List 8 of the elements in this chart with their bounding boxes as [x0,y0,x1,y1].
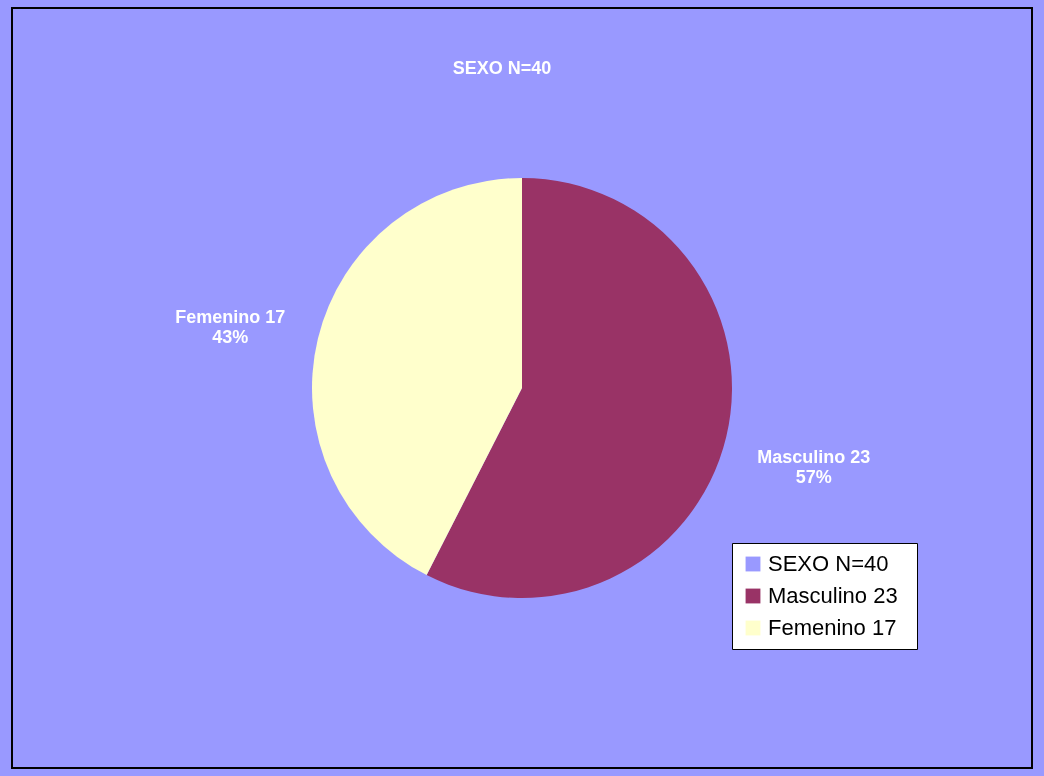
data-label: Masculino 23 57% [757,447,871,488]
data-label: Femenino 17 43% [175,306,286,347]
pie-slice [312,178,522,576]
chart-title: SEXO N=40 [452,58,552,78]
legend-label: Femenino 17 [768,615,897,640]
pie-slice [426,178,732,598]
legend-label: SEXO N=40 [768,551,889,576]
legend-label: Masculino 23 [768,583,898,608]
